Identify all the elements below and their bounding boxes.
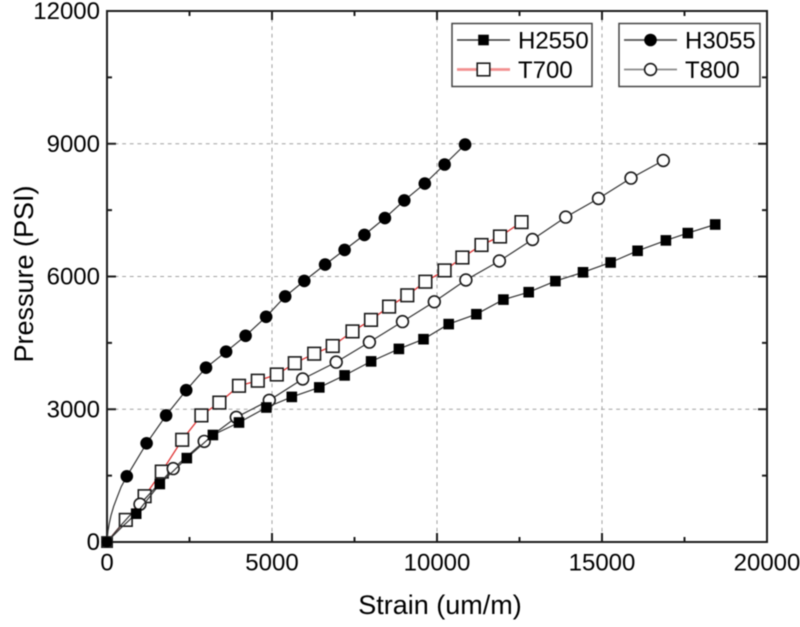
svg-text:3000: 3000 — [47, 396, 100, 423]
svg-text:0: 0 — [87, 529, 100, 556]
svg-text:5000: 5000 — [245, 550, 298, 577]
svg-text:12000: 12000 — [33, 0, 100, 25]
svg-text:10000: 10000 — [404, 550, 471, 577]
svg-text:Strain (um/m): Strain (um/m) — [358, 590, 522, 620]
svg-text:6000: 6000 — [47, 264, 100, 291]
svg-text:20000: 20000 — [734, 550, 800, 577]
svg-text:T800: T800 — [685, 57, 740, 84]
svg-text:H3055: H3055 — [685, 28, 756, 55]
svg-text:T700: T700 — [518, 57, 573, 84]
svg-text:15000: 15000 — [569, 550, 636, 577]
svg-text:Pressure (PSI): Pressure (PSI) — [9, 185, 39, 362]
svg-text:H2550: H2550 — [518, 28, 589, 55]
svg-text:0: 0 — [100, 550, 113, 577]
svg-text:9000: 9000 — [47, 131, 100, 158]
